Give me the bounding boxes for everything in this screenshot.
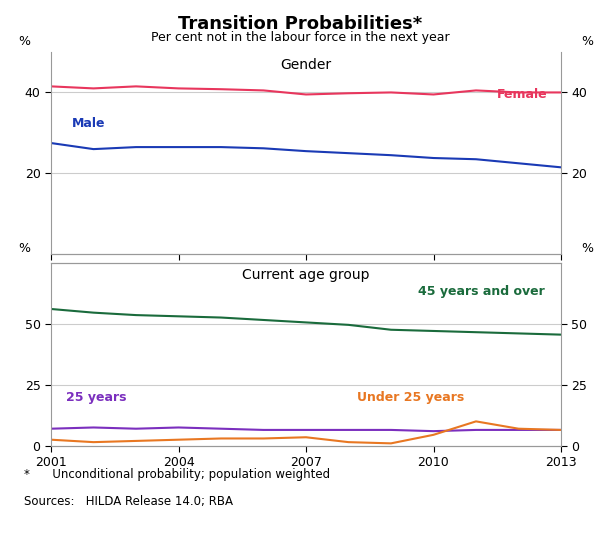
- Text: %: %: [18, 242, 30, 255]
- Text: Female: Female: [497, 89, 548, 101]
- Text: Transition Probabilities*: Transition Probabilities*: [178, 15, 422, 33]
- Text: 25 years: 25 years: [67, 391, 127, 404]
- Text: Sources:   HILDA Release 14.0; RBA: Sources: HILDA Release 14.0; RBA: [24, 495, 233, 508]
- Text: Per cent not in the labour force in the next year: Per cent not in the labour force in the …: [151, 31, 449, 44]
- Text: 45 years and over: 45 years and over: [418, 284, 545, 298]
- Text: Male: Male: [71, 117, 105, 130]
- Text: %: %: [581, 242, 593, 255]
- Text: Current age group: Current age group: [242, 268, 370, 282]
- Text: *      Unconditional probability; population weighted: * Unconditional probability; population …: [24, 468, 330, 481]
- Text: Gender: Gender: [280, 58, 332, 72]
- Text: Under 25 years: Under 25 years: [357, 391, 464, 404]
- Text: %: %: [18, 35, 30, 48]
- Text: %: %: [581, 35, 593, 48]
